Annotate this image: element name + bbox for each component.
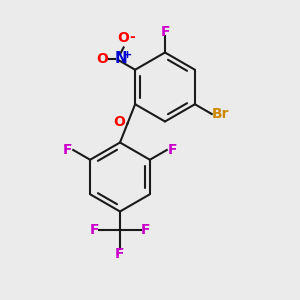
Text: F: F [167,143,177,157]
Text: -: - [129,30,135,44]
Text: O: O [113,115,125,129]
Text: F: F [160,25,170,39]
Text: +: + [123,50,132,60]
Text: N: N [114,51,127,66]
Text: F: F [115,247,125,261]
Text: F: F [63,143,73,157]
Text: O: O [96,52,108,65]
Text: F: F [141,223,151,236]
Text: O: O [118,32,130,45]
Text: F: F [89,223,99,236]
Text: Br: Br [212,107,229,121]
